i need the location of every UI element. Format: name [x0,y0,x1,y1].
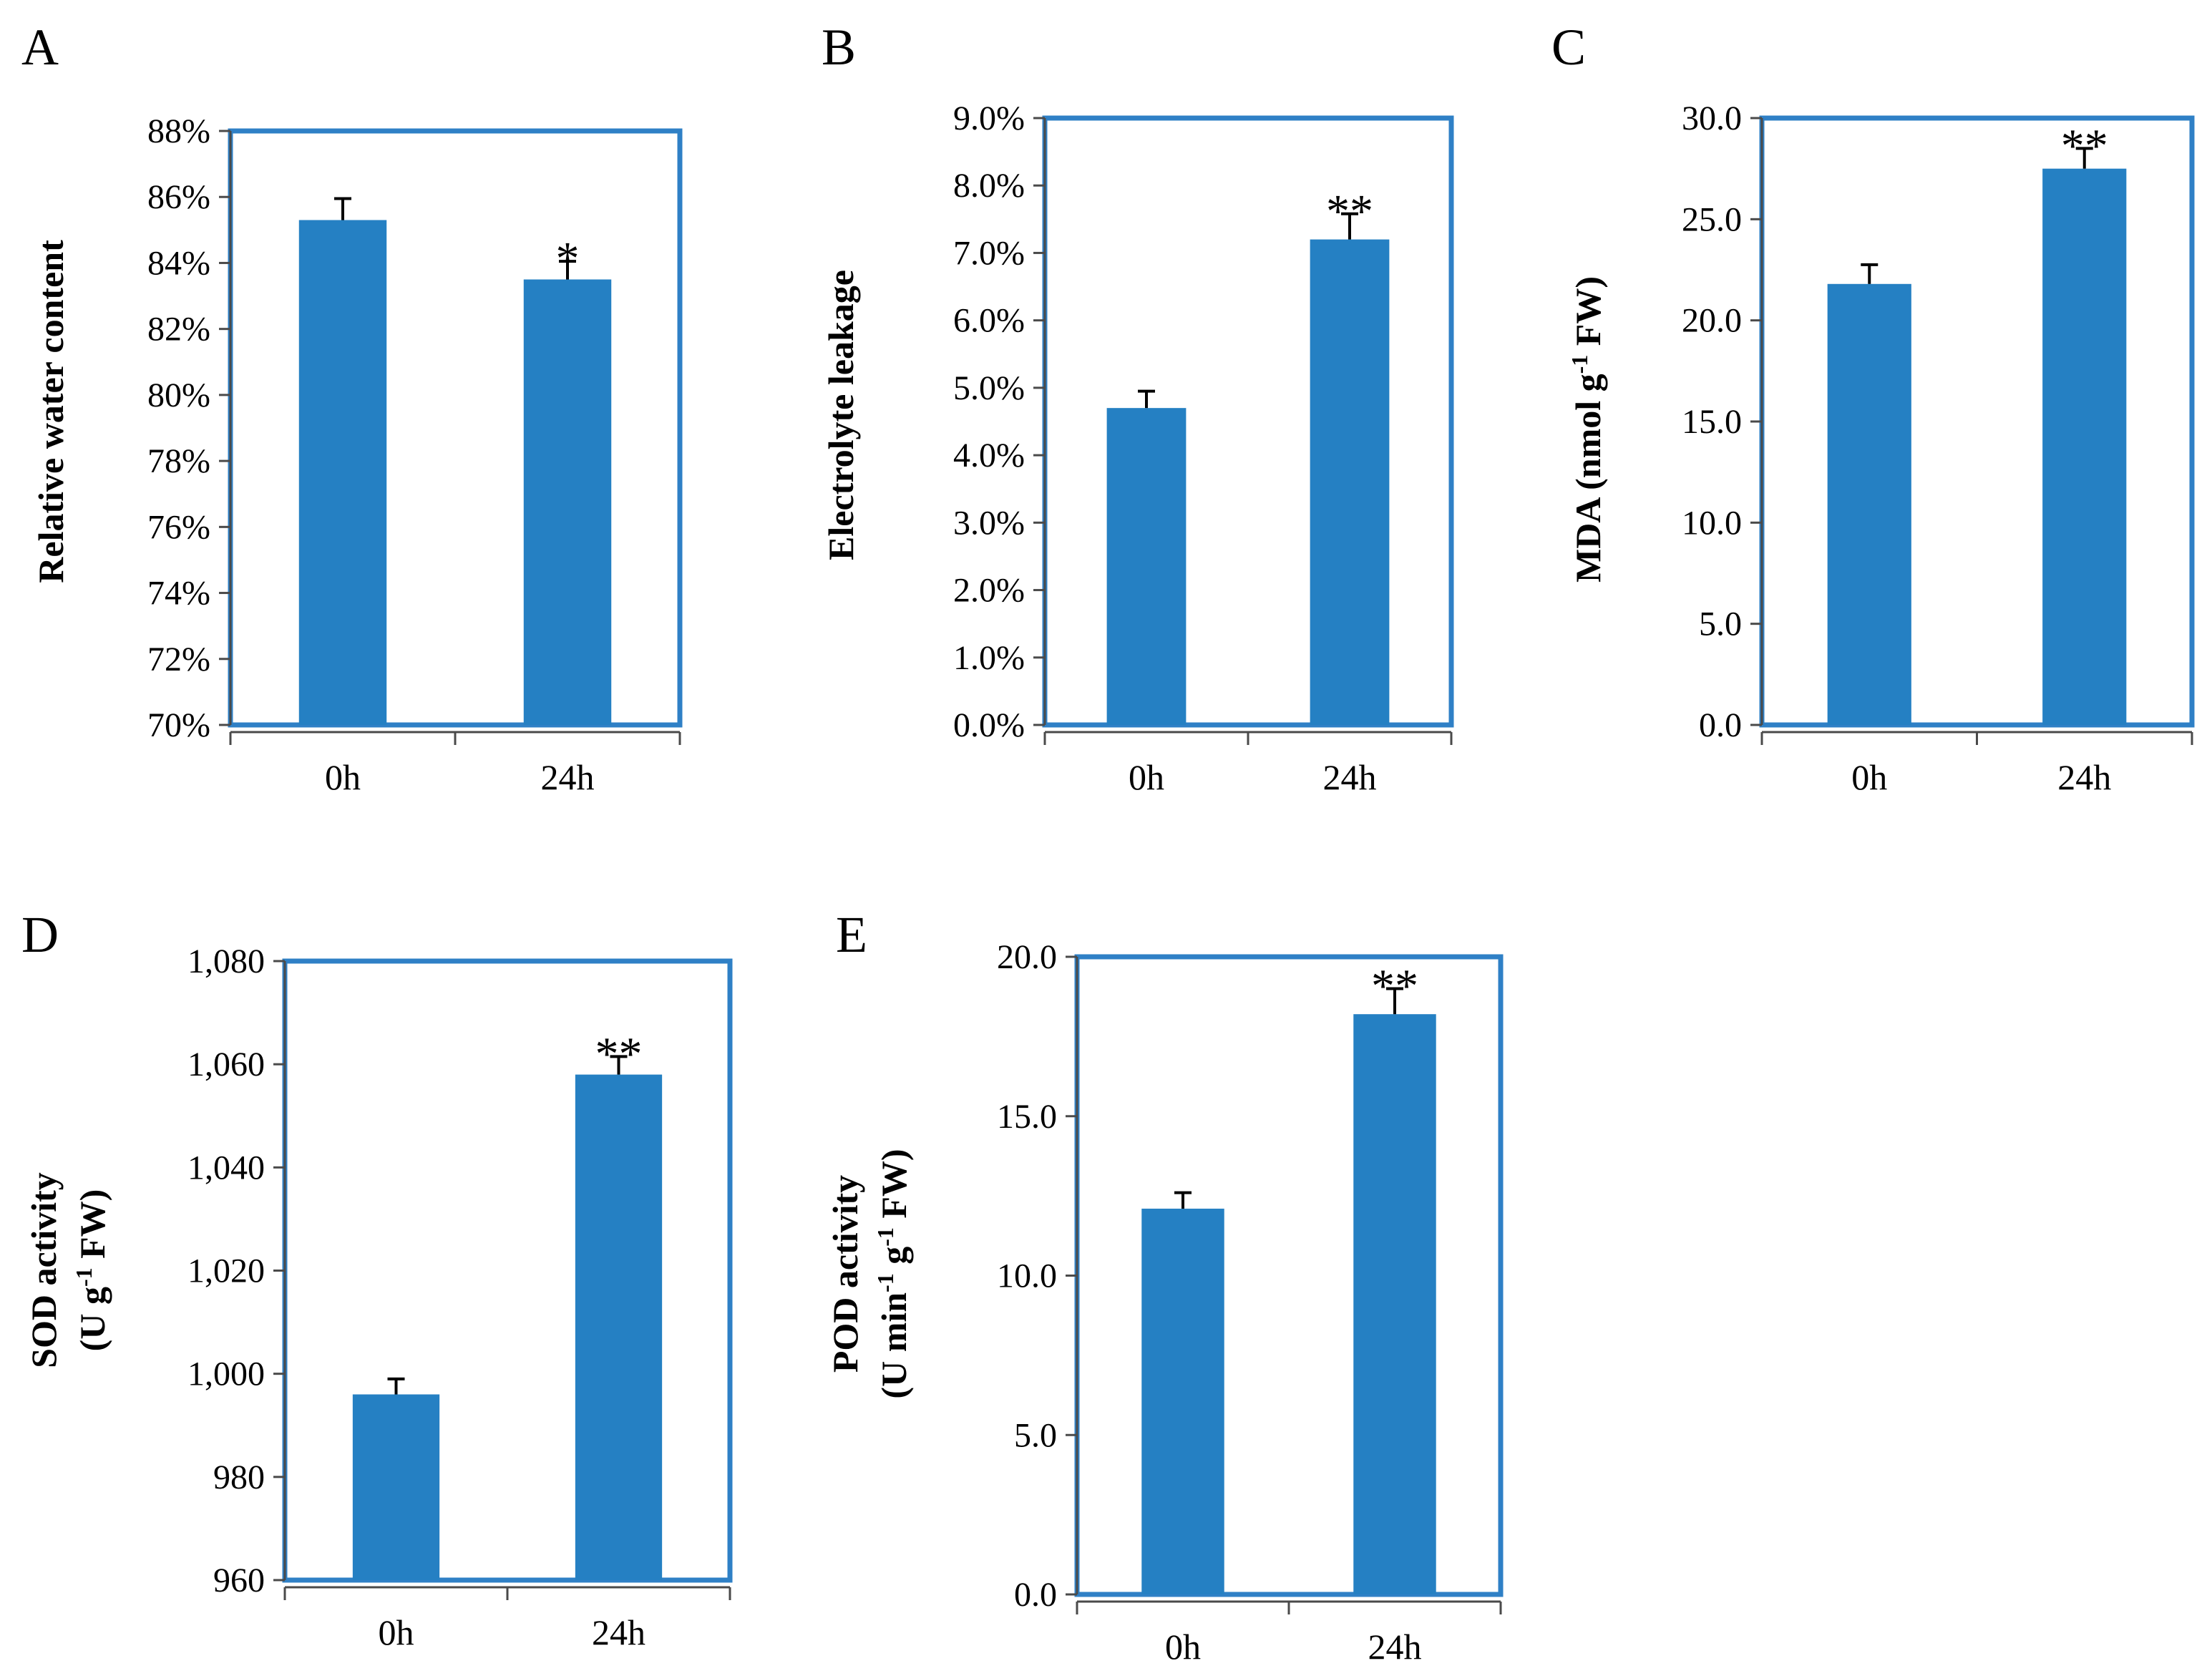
bar-a-0h [298,220,387,725]
x-category-label-c-0h: 0h [1851,757,1887,797]
y-axis-label-c-main: MDA (nmol g [1568,374,1608,583]
y-axis-label-e: POD activity [825,1175,865,1373]
y-tick-label-a: 70% [147,706,210,744]
y-tick-label-d: 1,080 [187,942,265,980]
y-tick-label-a: 86% [147,178,210,216]
y-tick-label-b: 5.0% [953,369,1025,407]
y-tick-label-b: 2.0% [953,572,1025,610]
y-tick-label-c: 20.0 [1682,302,1742,340]
significance-label-e-24h: ** [1371,960,1418,1013]
y-tick-label-c: 0.0 [1699,706,1742,744]
panel-letter-b: B [822,19,856,76]
y-axis-label-e-line2-mid: g [874,1247,914,1274]
y-axis-label-b: Electrolyte leakage [821,270,861,560]
y-tick-label-c: 10.0 [1682,504,1742,542]
x-category-label-c-24h: 24h [2057,757,2111,797]
y-axis-label-e-line2: (U min-1 g-1 FW) [872,1149,914,1398]
y-tick-label-a: 82% [147,311,210,349]
chart-panel-e: E POD activity (U min-1 g-1 FW) 0.05.010… [825,906,1504,1667]
panel-letter-e: E [836,906,867,963]
x-category-label-e-0h: 0h [1165,1627,1201,1667]
y-tick-label-b: 8.0% [953,167,1025,205]
x-category-label-b-24h: 24h [1323,757,1377,797]
bar-b-0h [1106,408,1187,725]
y-axis-label-d-line2-tail: FW) [72,1189,112,1268]
y-tick-label-e: 5.0 [1014,1416,1057,1454]
significance-label-d-24h: ** [595,1028,643,1080]
y-tick-label-d: 1,060 [187,1046,265,1083]
plot-frame-a [228,128,683,728]
y-axis-label-e-line2-main: (U min [874,1292,914,1399]
y-tick-label-b: 3.0% [953,504,1025,542]
y-tick-label-c: 30.0 [1682,99,1742,137]
bar-a-24h [523,279,612,725]
y-axis-label-c: MDA (nmol g-1 FW) [1567,276,1608,583]
y-tick-label-e: 20.0 [997,938,1057,976]
y-tick-label-b: 1.0% [953,639,1025,677]
y-axis-label-d: SOD activity [24,1172,64,1368]
y-tick-label-d: 1,000 [187,1355,265,1393]
plot-frame-b [1042,115,1454,728]
plot-frame-d [282,958,733,1583]
y-tick-label-d: 1,040 [187,1149,265,1187]
y-tick-label-a: 72% [147,640,210,678]
y-tick-label-b: 4.0% [953,437,1025,474]
chart-panel-b: B Electrolyte leakage 0.0% 1.0% 2.0% 3.0% 4.… [821,19,1454,797]
y-tick-label-d: 1,020 [187,1252,265,1290]
y-tick-label-d: 980 [213,1458,265,1496]
y-tick-label-d: 960 [213,1561,265,1599]
y-axis-label-a: Relative water content [31,240,71,583]
y-tick-label-b: 6.0% [953,302,1025,340]
y-axis-label-c-sup: -1 [1567,355,1592,374]
x-category-label-e-24h: 24h [1368,1627,1422,1667]
x-category-label-d-24h: 24h [592,1612,645,1652]
plot-frame-e [1074,954,1504,1597]
x-category-label-b-0h: 0h [1129,757,1164,797]
bar-b-24h [1310,239,1390,726]
y-axis-label-c-tail: FW) [1568,276,1608,355]
y-tick-label-c: 25.0 [1682,200,1742,238]
y-tick-label-e: 15.0 [997,1098,1057,1136]
significance-label-a-24h: * [556,233,580,285]
y-axis-label-d-line2: (U g-1 FW) [71,1189,112,1352]
significance-label-b-24h: ** [1326,185,1373,238]
y-axis-label-e-line2-tail: FW) [874,1149,914,1227]
y-tick-label-a: 76% [147,508,210,546]
y-tick-label-e: 0.0 [1014,1576,1057,1614]
y-tick-label-c: 15.0 [1682,403,1742,441]
y-axis-label-d-line2-sup: -1 [71,1267,97,1287]
y-tick-label-a: 78% [147,442,210,480]
x-category-label-a-0h: 0h [325,757,361,797]
bar-d-0h [352,1394,440,1580]
y-tick-label-a: 80% [147,376,210,414]
x-category-label-a-24h: 24h [541,757,595,797]
y-axis-label-e-line2-sup2: -1 [872,1227,898,1247]
y-tick-label-a: 88% [147,112,210,150]
bar-e-0h [1141,1208,1224,1594]
chart-panel-c: C MDA (nmol g-1 FW) 0.0 5.0 10.0 15.0 20.0 25… [1551,19,2195,797]
bar-c-24h [2042,168,2127,725]
x-category-label-d-0h: 0h [379,1612,414,1652]
significance-label-c-24h: ** [2061,120,2108,172]
panel-letter-a: A [21,19,59,76]
y-tick-label-a: 74% [147,575,210,613]
y-tick-label-b: 9.0% [953,99,1025,137]
plot-frame-c [1759,115,2195,728]
y-tick-label-c: 5.0 [1699,605,1742,643]
y-tick-label-b: 0.0% [953,706,1025,744]
y-tick-label-e: 10.0 [997,1257,1057,1295]
y-tick-label-a: 84% [147,244,210,282]
y-tick-label-b: 7.0% [953,234,1025,272]
panel-letter-c: C [1551,19,1586,76]
panel-letter-d: D [21,906,59,963]
chart-panel-d: D SOD activity (U g-1 FW) 960 980 1,000 1,0… [21,906,733,1652]
bar-c-0h [1827,283,1911,726]
y-axis-label-d-line2-main: (U g [72,1287,112,1351]
y-axis-label-e-line2-sup: -1 [872,1273,898,1292]
chart-panel-a: A Relative water content 70% 72% 74% 76% 78%… [21,19,683,797]
bar-d-24h [575,1074,663,1580]
bar-e-24h [1353,1014,1436,1594]
